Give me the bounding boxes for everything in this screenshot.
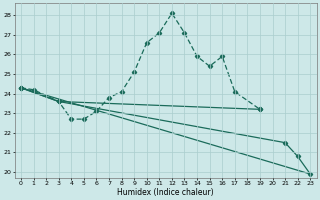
X-axis label: Humidex (Indice chaleur): Humidex (Indice chaleur) — [117, 188, 214, 197]
